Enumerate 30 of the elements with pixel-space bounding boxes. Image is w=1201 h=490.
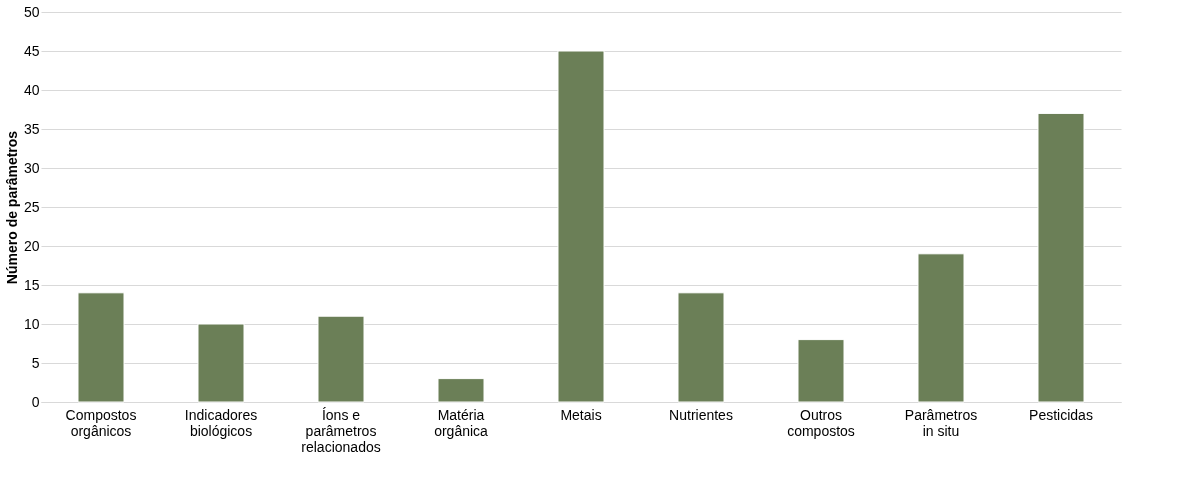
x-tick-label: Nutrientes [669, 406, 733, 423]
bar [197, 323, 245, 403]
y-tick-label: 10 [23, 315, 40, 332]
bar [917, 253, 965, 403]
y-tick-label: 50 [23, 3, 40, 20]
bar [77, 292, 125, 403]
y-tick-label: 45 [23, 42, 40, 59]
bar [437, 378, 485, 403]
y-tick-label: 35 [23, 120, 40, 137]
x-tick-label: Indicadores biológicos [184, 406, 258, 439]
bar [317, 315, 365, 403]
y-tick-label: 0 [31, 393, 40, 410]
bar [1037, 112, 1085, 403]
x-tick-label: Pesticidas [1029, 406, 1093, 423]
y-tick-label: 5 [31, 354, 40, 371]
y-tick-label: 30 [23, 159, 40, 176]
bar [797, 339, 845, 403]
y-axis-title: Número de parâmetros [3, 130, 20, 285]
x-tick-label: Matéria orgânica [434, 406, 489, 439]
y-tick-label: 40 [23, 81, 40, 98]
x-tick-label: Outros compostos [787, 406, 855, 439]
x-tick-label: Parâmetros in situ [904, 406, 978, 439]
x-tick-label: Íons e parâmetros relacionados [301, 406, 381, 455]
bar [557, 50, 605, 403]
y-tick-label: 15 [23, 276, 40, 293]
bar [677, 292, 725, 403]
y-tick-label: 20 [23, 237, 40, 254]
x-tick-label: Metais [560, 406, 602, 423]
y-tick-label: 25 [23, 198, 40, 215]
x-tick-label: Compostos orgânicos [65, 406, 137, 439]
